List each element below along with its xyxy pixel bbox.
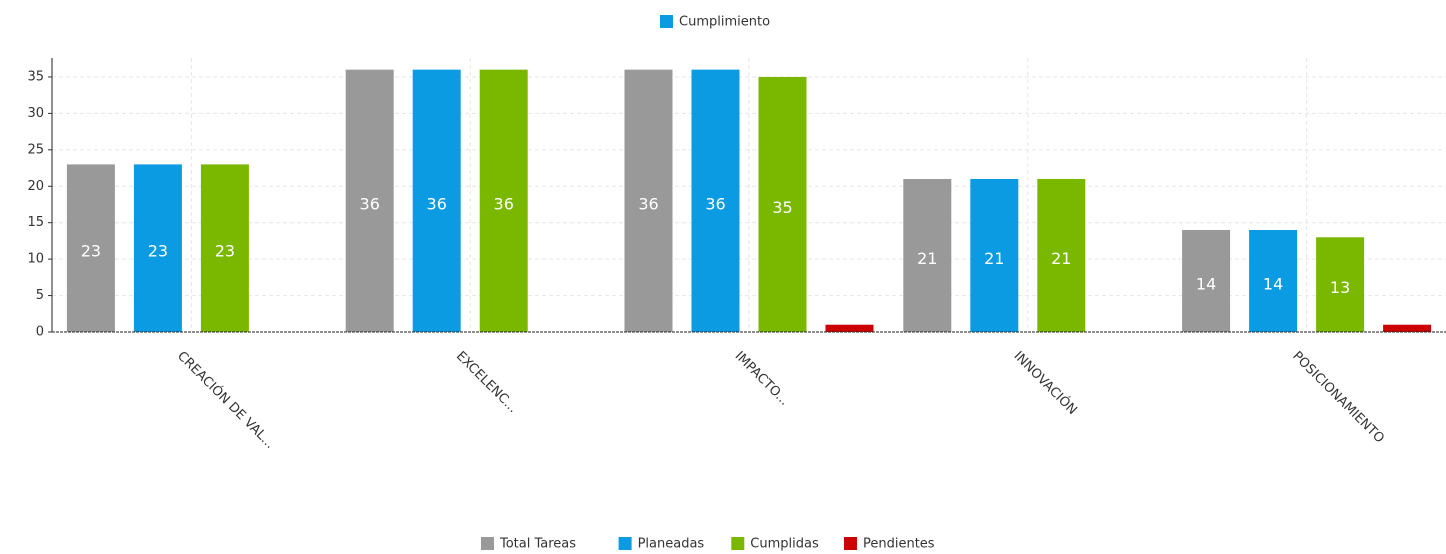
legend: Total Tareas Planeadas Cumplidas Pendientes [481,537,935,552]
data-label: 14 [1196,274,1216,293]
bar [1182,229,1231,332]
y-tick-label: 25 [27,142,44,157]
legend-label: Total Tareas [499,537,576,552]
bar [479,69,528,332]
data-label: 36 [705,194,725,213]
data-label: 13 [1330,278,1350,297]
bar [66,164,115,332]
bar [345,69,394,332]
y-tick-label: 0 [36,325,44,340]
y-tick-label: 15 [27,215,44,230]
bar [200,164,249,332]
data-label: 14 [1263,274,1283,293]
legend-label: Planeadas [638,537,705,552]
y-tick-label: 30 [27,106,44,121]
title-swatch [660,15,673,28]
y-tick-label: 35 [27,69,44,84]
bar [691,69,740,332]
x-tick-label: EXCELENC... [453,349,520,416]
legend-label: Pendientes [863,537,935,552]
chart-title: Cumplimiento [679,15,770,30]
data-label: 23 [148,242,168,261]
legend-swatch [844,537,857,550]
x-tick-label: POSICIONAMIENTO [1289,349,1387,447]
legend-label: Cumplidas [750,537,819,552]
legend-swatch [731,537,745,550]
data-label: 36 [494,194,514,213]
bar [903,178,952,332]
data-label: 21 [917,249,937,268]
x-tick-label: INNOVACIÓN [1010,348,1080,418]
bar [133,164,182,332]
bar [1383,324,1432,332]
y-tick-label: 10 [27,252,44,267]
x-tick-label: CREACIÓN DE VAL... [174,348,278,452]
data-label: 36 [638,194,658,213]
data-label: 35 [772,198,792,217]
y-tick-label: 5 [36,288,44,303]
bar [758,76,807,332]
bar [624,69,673,332]
bar [1316,237,1365,332]
data-label: 21 [984,249,1004,268]
x-tick-label: IMPACTO... [732,349,792,409]
bar [1249,229,1298,332]
bar [825,324,874,332]
data-label: 23 [215,242,235,261]
data-label: 36 [427,194,447,213]
data-label: 21 [1051,249,1071,268]
bar [970,178,1019,332]
data-label: 23 [81,242,101,261]
y-tick-label: 20 [27,179,44,194]
legend-swatch [481,537,494,550]
legend-swatch [618,537,632,550]
bar [1037,178,1086,332]
data-label: 36 [360,194,380,213]
bar [412,69,461,332]
